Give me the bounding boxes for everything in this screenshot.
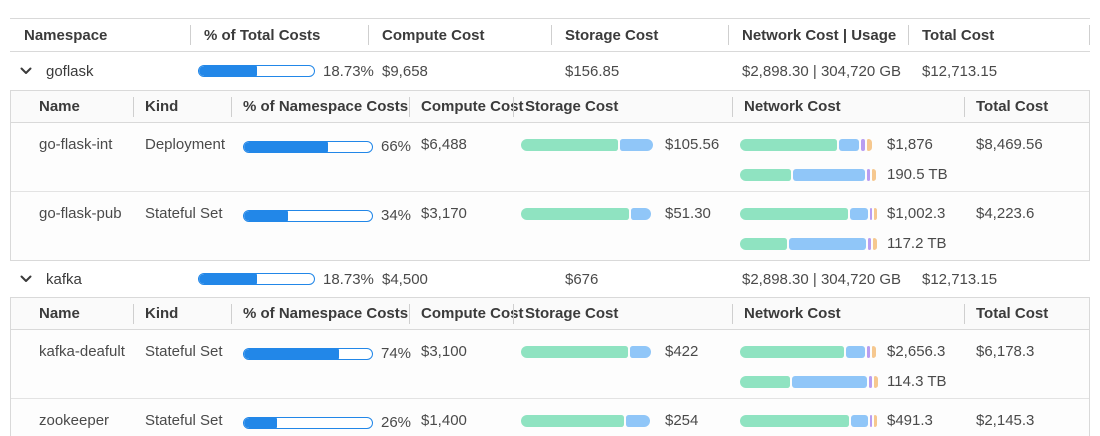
workload-kind: Deployment (145, 136, 226, 153)
column-header-total-cost: Total Cost (964, 91, 1091, 122)
column-header-storage-cost: Storage Cost (513, 91, 732, 122)
total-cost-value: $8,469.56 (976, 136, 1043, 153)
network-usage-value: 117.2 TB (887, 235, 947, 252)
pct-total-costs-bar (198, 65, 315, 77)
pct-namespace-costs-value: 34% (381, 207, 412, 224)
pct-namespace-costs-bar (243, 347, 373, 360)
namespace-name: goflask (46, 62, 94, 80)
network-usage-value: 114.3 TB (887, 373, 947, 390)
workload-kind: Stateful Set (145, 412, 223, 429)
network-cost-value: $491.3 (887, 412, 933, 429)
column-header-pct-namespace-costs: % of Namespace Costs (231, 298, 409, 329)
main-table-header: Namespace % of Total Costs Compute Cost … (10, 18, 1090, 52)
compute-cost-value: $6,488 (421, 136, 467, 153)
workload-row-zookeeper: zookeeper Stateful Set 26% $1,400 $254 $… (11, 398, 1089, 436)
pct-total-costs-bar (198, 273, 315, 285)
network-usage-bar (740, 375, 878, 388)
pct-namespace-costs-bar (243, 140, 373, 153)
compute-cost-value: $9,658 (382, 62, 428, 80)
column-header-network-cost-usage: Network Cost | Usage (728, 19, 908, 51)
column-header-storage-cost: Storage Cost (513, 298, 732, 329)
workload-name: go-flask-int (39, 136, 113, 153)
network-cost-bar (740, 414, 878, 427)
pct-namespace-costs-bar (243, 416, 373, 429)
column-header-storage-cost: Storage Cost (551, 19, 728, 51)
total-cost-value: $6,178.3 (976, 343, 1035, 360)
storage-cost-value: $105.56 (665, 136, 720, 153)
workload-name: go-flask-pub (39, 205, 122, 222)
pct-total-costs-value: 18.73% (323, 270, 374, 288)
network-cost-bar (740, 207, 878, 220)
storage-cost-value: $51.30 (665, 205, 711, 222)
network-cost-value: $1,876 (887, 136, 933, 153)
storage-cost-bar (521, 345, 656, 358)
workload-row-kafka-deafult: kafka-deafult Stateful Set 74% $3,100 $4… (11, 330, 1089, 398)
pct-namespace-costs-value: 66% (381, 138, 412, 155)
storage-cost-value: $254 (665, 412, 699, 429)
column-header-namespace: Namespace (24, 26, 108, 44)
column-header-network-cost: Network Cost (732, 298, 964, 329)
pct-namespace-costs-value: 26% (381, 414, 412, 431)
pct-namespace-costs-value: 74% (381, 345, 412, 362)
chevron-down-icon[interactable] (18, 63, 34, 79)
total-cost-value: $12,713.15 (922, 62, 998, 80)
chevron-down-icon[interactable] (18, 271, 34, 287)
namespace-name: kafka (46, 270, 82, 288)
namespace-row-goflask[interactable]: goflask 18.73% $9,658 $156.85 $2,898.30 … (10, 52, 1090, 90)
namespace-row-kafka[interactable]: kafka 18.73% $4,500 $676 $2,898.30 | 304… (10, 261, 1090, 297)
storage-cost-value: $422 (665, 343, 699, 360)
network-cost-usage-value: $2,898.30 | 304,720 GB (742, 62, 902, 80)
storage-cost-bar (521, 207, 656, 220)
pct-namespace-costs-bar (243, 209, 373, 222)
column-header-compute-cost: Compute Cost (409, 91, 524, 122)
column-header-compute-cost: Compute Cost (368, 19, 551, 51)
pct-total-costs-value: 18.73% (323, 62, 374, 80)
workload-table-goflask: Name Kind % of Namespace Costs Compute C… (10, 90, 1090, 261)
compute-cost-value: $3,170 (421, 205, 467, 222)
column-header-total-cost: Total Cost (964, 298, 1091, 329)
network-cost-bar (740, 345, 878, 358)
workload-kind: Stateful Set (145, 205, 223, 222)
network-cost-value: $2,656.3 (887, 343, 946, 360)
column-header-kind: Kind (133, 91, 231, 122)
total-cost-value: $12,713.15 (922, 270, 998, 288)
column-header-pct-total-costs: % of Total Costs (190, 19, 368, 51)
column-header-compute-cost: Compute Cost (409, 298, 524, 329)
network-usage-bar (740, 237, 878, 250)
column-header-name: Name (39, 98, 80, 115)
total-cost-value: $4,223.6 (976, 205, 1035, 222)
workload-table-header: Name Kind % of Namespace Costs Compute C… (11, 298, 1089, 330)
storage-cost-bar (521, 414, 656, 427)
storage-cost-bar (521, 138, 656, 151)
network-usage-bar (740, 168, 878, 181)
total-cost-value: $2,145.3 (976, 412, 1035, 429)
network-cost-usage-value: $2,898.30 | 304,720 GB (742, 270, 902, 288)
network-cost-bar (740, 138, 878, 151)
workload-row-go-flask-pub: go-flask-pub Stateful Set 34% $3,170 $51… (11, 191, 1089, 260)
compute-cost-value: $1,400 (421, 412, 467, 429)
workload-row-go-flask-int: go-flask-int Deployment 66% $6,488 $105.… (11, 123, 1089, 191)
workload-kind: Stateful Set (145, 343, 223, 360)
column-header-total-cost: Total Cost (908, 19, 1090, 51)
compute-cost-value: $4,500 (382, 270, 428, 288)
workload-name: zookeeper (39, 412, 110, 429)
network-usage-value: 190.5 TB (887, 166, 948, 183)
column-header-network-cost: Network Cost (732, 91, 964, 122)
workload-table-kafka: Name Kind % of Namespace Costs Compute C… (10, 297, 1090, 436)
storage-cost-value: $156.85 (565, 62, 620, 80)
column-header-name: Name (39, 305, 80, 322)
column-header-pct-namespace-costs: % of Namespace Costs (231, 91, 409, 122)
cost-table: Namespace % of Total Costs Compute Cost … (10, 18, 1090, 436)
network-cost-value: $1,002.3 (887, 205, 946, 222)
workload-name: kafka-deafult (39, 343, 125, 360)
column-header-kind: Kind (133, 298, 231, 329)
storage-cost-value: $676 (565, 270, 599, 288)
compute-cost-value: $3,100 (421, 343, 467, 360)
workload-table-header: Name Kind % of Namespace Costs Compute C… (11, 91, 1089, 123)
